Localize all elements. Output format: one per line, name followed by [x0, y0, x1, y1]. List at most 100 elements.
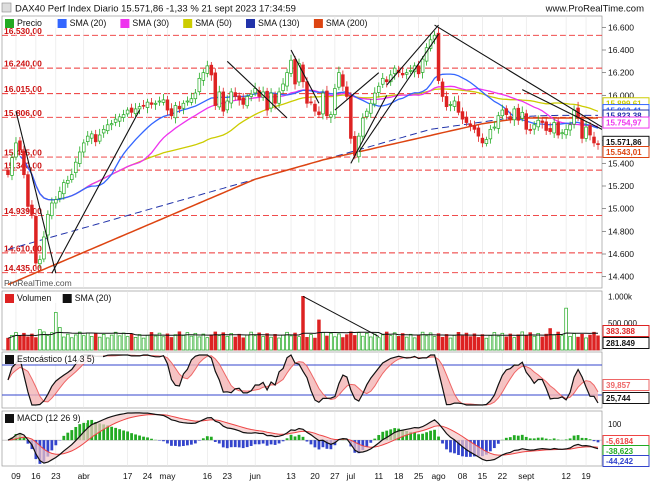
price-badge: 15.899,61 [606, 99, 642, 108]
candle-body [205, 65, 210, 74]
volume-bar [456, 332, 461, 351]
volume-bar [201, 333, 206, 351]
volume-bar [384, 331, 389, 351]
support-label: 16.530,00 [4, 26, 42, 36]
legend-label: SMA (20) [70, 18, 107, 28]
macd-hist-bar [429, 430, 432, 441]
macd-hist-bar [437, 436, 440, 441]
x-tick-label: jul [346, 471, 356, 481]
candle-body [532, 124, 536, 130]
volume-bar [388, 335, 393, 351]
macd-hist-bar [484, 440, 488, 455]
macd-hist-bar [74, 426, 78, 441]
candle-body [560, 132, 564, 135]
volume-bar [436, 333, 441, 351]
volume-bar [568, 336, 572, 351]
candle-body [404, 72, 409, 75]
volume-bar [129, 333, 134, 351]
macd-hist-bar [584, 438, 588, 441]
volume-bar [564, 307, 568, 351]
macd-hist-bar [512, 435, 516, 441]
macd-hist-bar [253, 440, 257, 445]
candle-body [18, 140, 22, 151]
candle-body [325, 90, 329, 117]
collapse-icon[interactable] [1, 2, 12, 13]
macd-hist-bar [461, 440, 464, 457]
macd-hist-bar [82, 421, 86, 441]
candle-body [440, 81, 445, 97]
macd-hist-bar [273, 440, 277, 445]
volume-bar [468, 336, 473, 351]
candle-body [197, 77, 202, 93]
volume-bar [38, 329, 42, 351]
trendline [334, 72, 380, 111]
volume-bar [233, 336, 237, 351]
candle-body [85, 135, 90, 142]
macd-hist-bar [588, 439, 592, 441]
macd-hist-bar [413, 432, 417, 441]
volume-bar [365, 333, 369, 351]
candle-body [50, 202, 54, 217]
candle-body [241, 97, 245, 105]
candle-body [133, 108, 138, 115]
volume-bar [504, 336, 509, 351]
panel-frame [1, 15, 603, 289]
y-tick-label: 14.600 [608, 249, 634, 259]
macd-hist-bar [281, 440, 285, 442]
legend-swatch [5, 294, 14, 303]
macd-hist-bar [142, 436, 145, 441]
candle-body [556, 122, 560, 136]
legend-swatch [5, 414, 14, 423]
candle-body [376, 85, 381, 93]
macd-hist-bar [261, 440, 265, 444]
macd-hist-bar [532, 438, 536, 441]
trendline [15, 111, 57, 274]
volume-bar [10, 335, 14, 351]
candle-body [452, 100, 457, 107]
macd-hist-bar [241, 440, 245, 449]
macd-hist-bar [26, 440, 30, 444]
candle-body [145, 101, 150, 108]
legend-bg [3, 292, 113, 303]
x-tick-label: 13 [286, 471, 296, 481]
volume-bar [584, 337, 588, 351]
legend-swatch [5, 19, 14, 28]
volume-bar [78, 331, 82, 351]
legend-label: SMA (20) [75, 293, 112, 303]
volume-bar [153, 335, 158, 351]
macd-tick-label: 100 [608, 420, 622, 429]
candle-body [528, 128, 532, 131]
volume-bar [420, 331, 425, 351]
x-tick-label: jun [248, 471, 261, 481]
macd-hist-bar [170, 440, 173, 446]
macd-hist-bar [201, 438, 205, 441]
legend-bg [3, 412, 87, 423]
x-tick-label: 23 [51, 471, 61, 481]
legend-swatch [120, 19, 130, 28]
candle-body [22, 150, 26, 176]
candle-body [66, 179, 70, 184]
stoch-k-line [7, 354, 599, 406]
volume-bar [221, 332, 226, 351]
volume-bar [269, 336, 273, 351]
volume-bar [416, 334, 421, 351]
candle-body [361, 117, 365, 137]
macd-hist-bar [325, 440, 329, 449]
legend-swatch [183, 19, 193, 28]
x-tick-label: ago [431, 471, 445, 481]
volume-bar [500, 332, 505, 351]
volume-bar [18, 335, 22, 351]
volume-bar [117, 335, 122, 351]
y-tick-label: 16.600 [608, 22, 634, 32]
header: DAX40 Perf Index Diario 15.571,86 -1,33 … [1, 2, 644, 288]
support-label: 16.240,00 [4, 59, 42, 69]
macd-hist-bar [572, 435, 576, 441]
x-tick-label: 16 [203, 471, 213, 481]
candle-body [309, 101, 313, 104]
candle-body [221, 91, 226, 112]
volume-bar [209, 334, 214, 351]
macd-hist-bar [540, 437, 544, 441]
legend-swatch [313, 19, 323, 28]
candle-body [584, 126, 588, 139]
